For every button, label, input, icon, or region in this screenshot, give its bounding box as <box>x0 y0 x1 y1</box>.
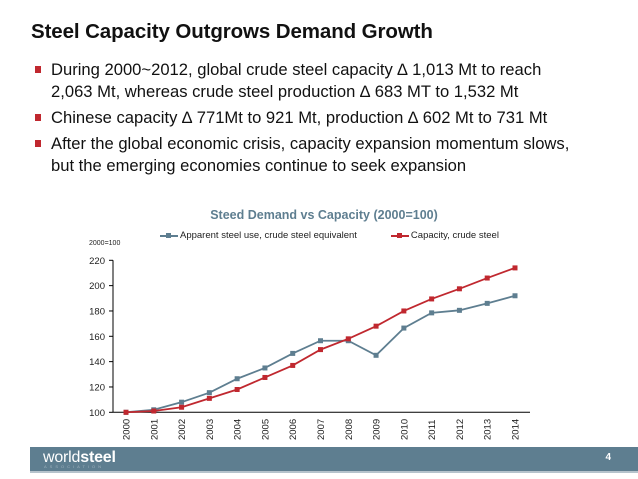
bullet-line: After the global economic crisis, capaci… <box>51 134 570 153</box>
x-tick-label: 2002 <box>177 419 188 440</box>
data-point-1 <box>179 404 185 410</box>
data-point-0 <box>234 376 240 382</box>
legend-item-capacity: Capacity, crude steel <box>390 230 499 241</box>
bullet-square-icon <box>35 140 41 147</box>
slide-title: Steel Capacity Outgrows Demand Growth <box>31 20 433 43</box>
x-tick-label: 2012 <box>455 419 466 440</box>
legend-swatch-demand-icon <box>160 232 178 239</box>
data-point-0 <box>484 300 490 306</box>
bullet-item: Chinese capacity ∆ 771Mt to 921 Mt, prod… <box>31 107 631 129</box>
x-tick-label: 2009 <box>372 419 383 440</box>
data-point-0 <box>290 350 296 356</box>
x-tick-label: 2007 <box>316 419 327 440</box>
y-tick-label: 140 <box>89 357 105 368</box>
data-point-0 <box>456 307 462 313</box>
data-point-0 <box>373 352 379 358</box>
x-tick-label: 2014 <box>511 419 522 440</box>
chart-title: Steed Demand vs Capacity (2000=100) <box>0 208 638 222</box>
data-point-1 <box>373 323 379 329</box>
x-tick-label: 2013 <box>483 419 494 440</box>
y-tick-label: 180 <box>89 306 105 317</box>
logo-subtitle: ASSOCIATION <box>44 464 105 469</box>
x-tick-label: 2011 <box>427 420 438 440</box>
y-tick-label: 200 <box>89 281 105 292</box>
data-point-0 <box>206 390 212 396</box>
x-tick-label: 2008 <box>344 419 355 440</box>
x-tick-label: 2000 <box>122 419 133 440</box>
data-point-1 <box>206 395 212 401</box>
bullet-line: 2,063 Mt, whereas crude steel production… <box>51 82 519 101</box>
chart-title-text: Steed Demand vs Capacity (2000=100) <box>210 208 438 222</box>
bullet-item: After the global economic crisis, capaci… <box>31 133 631 177</box>
x-tick-label: 2004 <box>233 419 244 440</box>
data-point-0 <box>262 365 268 371</box>
x-tick-label: 2005 <box>260 419 271 440</box>
data-point-1 <box>345 336 351 342</box>
data-point-0 <box>318 338 323 344</box>
bullet-line: Chinese capacity ∆ 771Mt to 921 Mt, prod… <box>51 108 548 127</box>
bullet-square-icon <box>35 114 41 121</box>
y-tick-label: 160 <box>89 332 105 343</box>
data-point-1 <box>512 265 518 271</box>
bullet-line: During 2000~2012, global crude steel cap… <box>51 60 542 79</box>
logo-bold: steel <box>80 449 116 466</box>
footer-divider <box>30 471 638 473</box>
data-point-1 <box>318 347 323 353</box>
data-point-1 <box>234 387 240 392</box>
data-point-1 <box>262 374 268 380</box>
legend-item-demand: Apparent steel use, crude steel equivale… <box>160 230 357 241</box>
data-point-0 <box>179 399 185 405</box>
page-number: 4 <box>605 452 611 463</box>
legend-label-capacity: Capacity, crude steel <box>410 230 499 241</box>
bullet-list: During 2000~2012, global crude steel cap… <box>31 59 631 181</box>
x-tick-label: 2003 <box>205 419 216 440</box>
data-point-1 <box>290 362 296 368</box>
data-point-1 <box>484 275 490 281</box>
data-point-1 <box>429 296 435 302</box>
legend-label-demand: Apparent steel use, crude steel equivale… <box>180 230 357 241</box>
data-point-1 <box>123 409 129 415</box>
data-point-1 <box>401 308 407 314</box>
bullet-square-icon <box>35 66 41 73</box>
data-point-1 <box>456 286 462 292</box>
data-point-1 <box>151 408 157 414</box>
bullet-item: During 2000~2012, global crude steel cap… <box>31 59 631 103</box>
data-point-0 <box>401 325 407 331</box>
y-tick-label: 120 <box>89 382 105 393</box>
x-tick-label: 2010 <box>399 419 410 440</box>
logo-regular: world <box>43 449 81 466</box>
x-tick-label: 2001 <box>149 419 160 440</box>
data-point-0 <box>429 310 435 316</box>
series-line-0 <box>125 294 516 414</box>
y-tick-label: 220 <box>89 256 105 267</box>
legend-swatch-capacity-icon <box>390 232 409 239</box>
y-unit-label: 2000=100 <box>89 240 121 247</box>
chart-legend: Apparent steel use, crude steel equivale… <box>160 230 499 241</box>
bullet-line: but the emerging economies continue to s… <box>51 156 467 175</box>
data-point-0 <box>512 293 518 299</box>
x-tick-label: 2006 <box>288 419 299 440</box>
footer-bar: worldsteel ASSOCIATION 4 <box>30 447 638 471</box>
y-tick-label: 100 <box>89 408 105 419</box>
worldsteel-logo: worldsteel <box>43 449 116 467</box>
